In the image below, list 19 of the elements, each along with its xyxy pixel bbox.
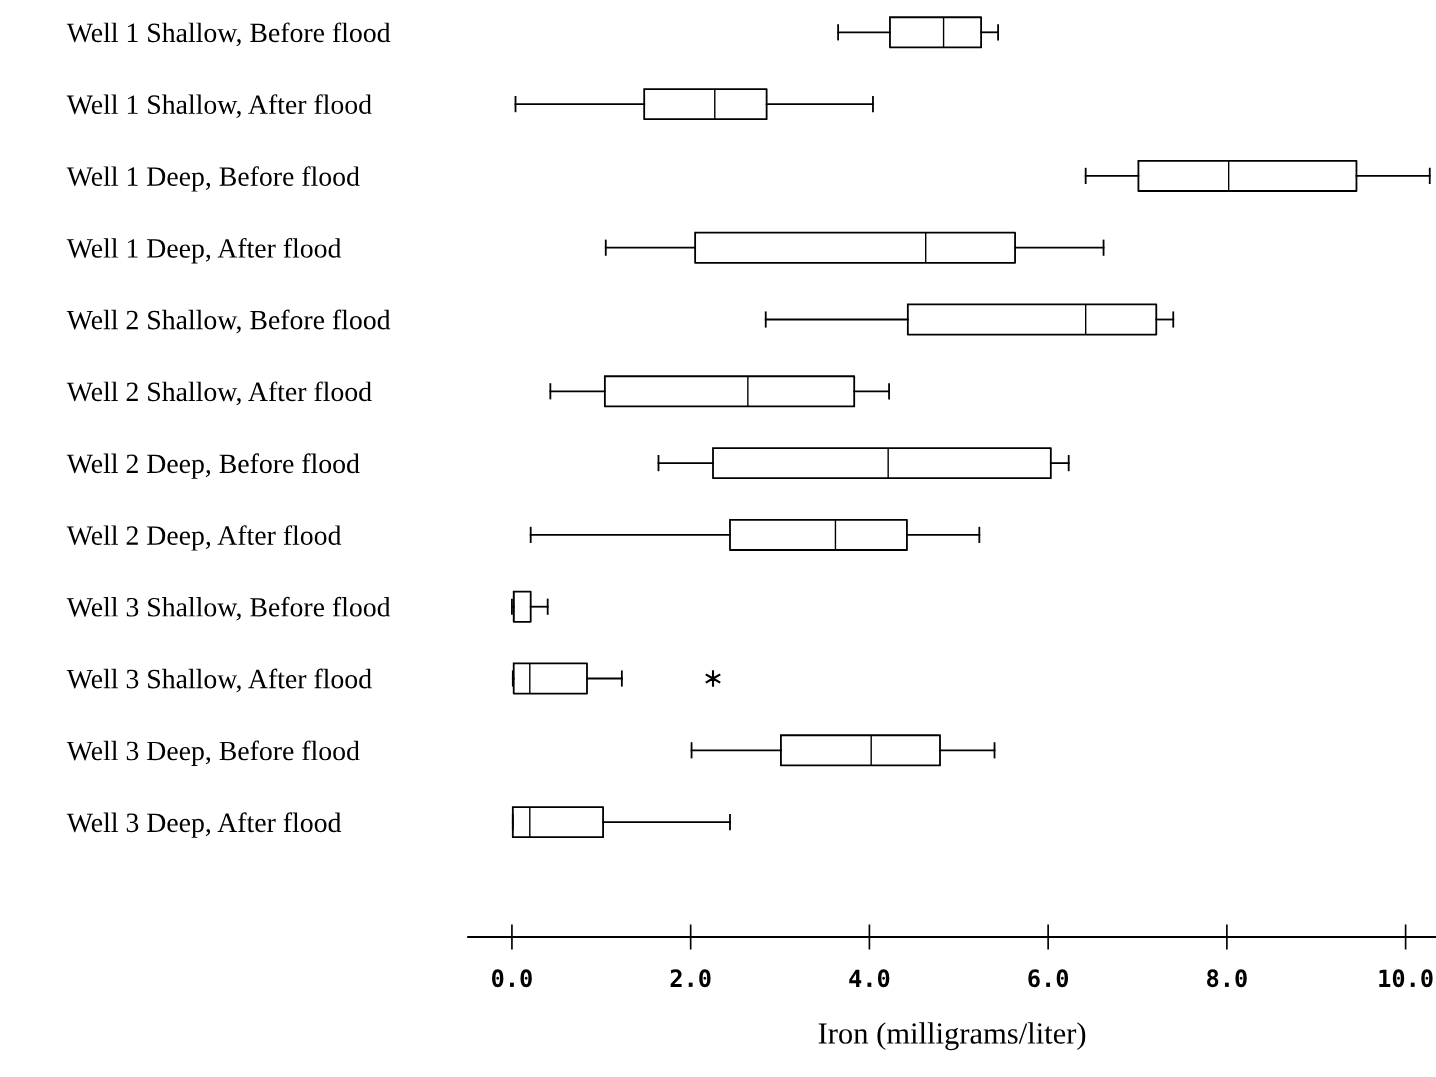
y-tick-label: Well 1 Shallow, Before flood — [66, 22, 391, 47]
y-tick-label: Well 3 Shallow, After flood — [66, 668, 372, 693]
y-tick-label: Well 1 Deep, Before flood — [66, 166, 360, 192]
y-tick-label: Well 3 Deep, Before flood — [66, 740, 360, 766]
y-tick-label: Well 3 Shallow, Before flood — [66, 596, 391, 621]
y-tick-label: Well 3 Deep, After flood — [66, 812, 342, 838]
x-tick-label: 4.0 — [849, 969, 890, 988]
x-tick-label: 6.0 — [1028, 969, 1069, 988]
y-tick-label: Well 2 Shallow, Before flood — [66, 309, 391, 334]
y-tick-label: Well 1 Deep, After flood — [66, 237, 342, 264]
x-axis-title: Iron (milligrams/liter) — [818, 1022, 1086, 1051]
x-tick-label: 10.0 — [1379, 969, 1433, 988]
x-tick-label: 2.0 — [670, 969, 711, 988]
y-tick-label: Well 2 Shallow, After flood — [66, 381, 372, 406]
x-tick-label: 8.0 — [1207, 969, 1247, 988]
y-tick-label: Well 2 Deep, After flood — [66, 525, 342, 551]
y-tick-label: Well 2 Deep, Before flood — [66, 453, 360, 479]
x-tick-label: 0.0 — [492, 969, 532, 988]
y-tick-label: Well 1 Shallow, After flood — [66, 94, 372, 119]
